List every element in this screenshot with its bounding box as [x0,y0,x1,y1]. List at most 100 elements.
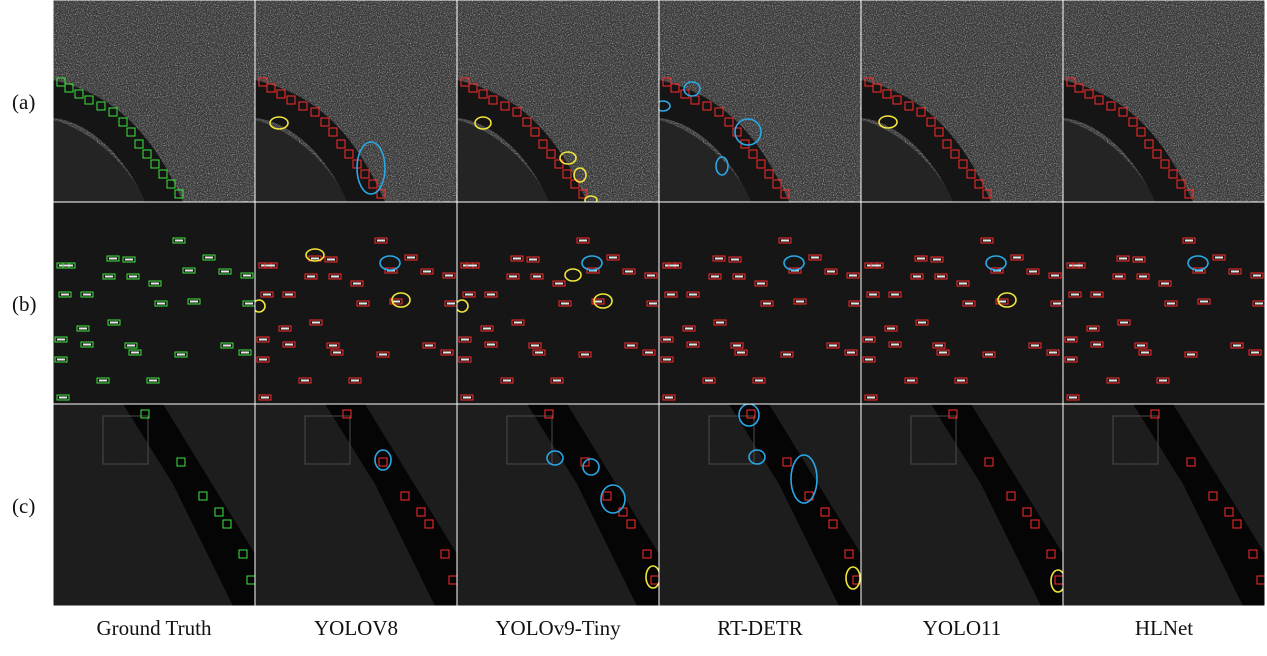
missed-detection-marker [269,116,289,130]
detection-box [440,349,454,356]
ship [392,300,400,303]
ship [353,282,361,285]
dock-structure [304,415,351,465]
ship [663,338,671,341]
detection-box [862,356,876,363]
ship [533,275,541,278]
detection-box [328,127,338,137]
detection-box [356,300,370,307]
ship [561,302,569,305]
ground-truth-box [128,349,142,356]
detection-box [852,575,861,585]
ship [463,396,471,399]
detection-box [1138,349,1152,356]
ground-truth-box [74,89,84,99]
ground-truth-box [240,272,254,279]
missed-detection-marker [997,292,1017,308]
ground-truth-box [174,189,184,199]
ground-truth-box [76,325,90,332]
ship [461,338,469,341]
ship [483,327,491,330]
ship [811,256,819,259]
ship [443,351,451,354]
detection-box [1074,83,1084,93]
detection-box [310,107,320,117]
detection-box [384,267,398,274]
ship [907,379,915,382]
ground-truth-box [238,349,252,356]
detection-box [934,127,944,137]
detection-box [326,342,340,349]
ground-truth-box [126,127,136,137]
panel-c-yolov8 [254,403,458,607]
ground-truth-box [176,457,186,467]
detection-box [1156,377,1170,384]
ship [185,269,193,272]
ship [59,396,67,399]
detection-box [748,149,758,159]
ship [333,351,341,354]
detection-box [1160,159,1170,169]
detection-box [1010,254,1024,261]
detection-box [552,280,566,287]
detection-box [256,336,270,343]
ground-truth-box [218,268,232,275]
missed-detection-marker [645,565,659,589]
detection-box [1028,342,1042,349]
detection-box [1064,356,1078,363]
panel-border [1062,403,1266,607]
ship [1093,343,1101,346]
detection-box [348,377,362,384]
detection-box [330,349,344,356]
ship [865,338,873,341]
ship [645,351,653,354]
false-alarm-marker [581,255,603,271]
ground-truth-box [242,300,255,307]
detection-box [1116,255,1130,262]
detection-box [1136,127,1146,137]
detection-box [510,255,524,262]
detection-box [530,127,540,137]
ground-truth-box [146,377,160,384]
detection-box [1066,394,1080,401]
ship [647,274,655,277]
detection-box [1117,319,1131,326]
detection-box [278,325,292,332]
missed-detection-marker [474,116,492,130]
detection-box [948,409,958,419]
detection-box [914,255,928,262]
detection-box [580,457,590,467]
ship [425,344,433,347]
ship [65,264,73,267]
detection-box [1197,298,1211,305]
panel-c-yolov9-tiny [456,403,660,607]
detection-box [266,83,276,93]
detection-box [934,273,948,280]
detection-box [554,159,564,169]
ship [351,379,359,382]
ship [447,302,455,305]
ship [151,282,159,285]
ship [469,264,477,267]
detection-box [870,262,884,269]
detection-box [368,179,378,189]
ground-truth-box [158,169,168,179]
ship [110,321,118,324]
detection-box [440,549,450,559]
ship [716,321,724,324]
ship [461,358,469,361]
ship [531,344,539,347]
ship [245,302,253,305]
ship [379,353,387,356]
ground-truth-box [174,351,188,358]
detection-box [642,349,656,356]
ground-truth-box [222,519,232,529]
detection-box [916,107,926,117]
ground-truth-box [54,336,68,343]
ship [1200,300,1208,303]
detection-box [1006,491,1016,501]
detection-box [1068,291,1082,298]
detection-box [602,491,612,501]
ship [1185,239,1193,242]
panel-b-yolov9-tiny [456,201,660,405]
